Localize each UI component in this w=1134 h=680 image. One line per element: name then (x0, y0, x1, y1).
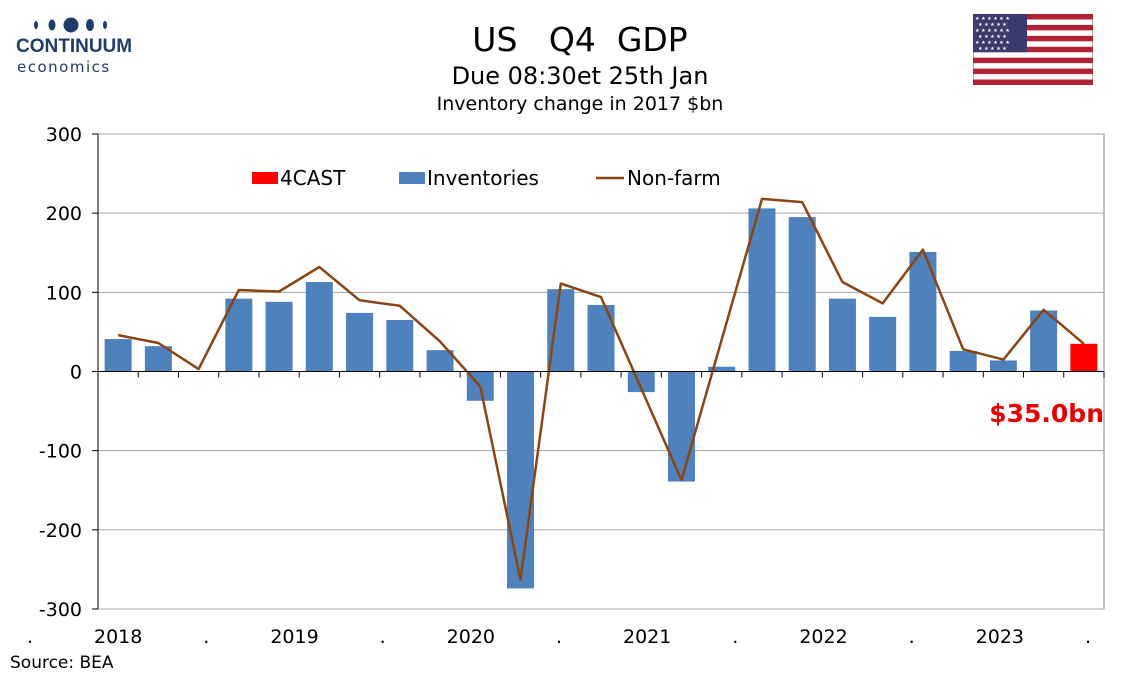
svg-text:★ ★ ★ ★ ★ ★: ★ ★ ★ ★ ★ ★ (975, 40, 1010, 46)
inventory-bar (144, 346, 172, 372)
y-axis: -300 -200 -100 0 100 200 300 (39, 124, 99, 621)
legend-swatch (399, 172, 425, 184)
inventory-bar (104, 339, 132, 372)
x-tick-label: 2020 (447, 626, 495, 648)
x-tick-label: 2018 (94, 626, 142, 648)
inventory-bar (708, 366, 736, 372)
forecast-annotation-group: $35.0bn (989, 399, 1104, 428)
release-time: Due 08:30et 25th Jan (451, 62, 709, 90)
y-tick-label: 100 (46, 282, 82, 304)
legend-swatch (252, 172, 278, 184)
inventory-bar (869, 316, 897, 372)
svg-text:★ ★ ★ ★ ★ ★: ★ ★ ★ ★ ★ ★ (975, 28, 1010, 34)
inventory-bar (346, 312, 374, 372)
inventory-bar (225, 298, 253, 372)
logo-subtitle: economics (17, 58, 111, 76)
inventory-bar (386, 320, 414, 372)
us-flag-icon: ★ ★ ★ ★ ★ ★ ★ ★ ★ ★ ★ ★ ★ ★ ★ ★ ★ ★ ★ ★ … (973, 14, 1093, 85)
continuum-logo: CONTINUUM economics (12, 14, 142, 76)
inventory-bar (828, 298, 856, 372)
inventory-bar (507, 371, 535, 589)
forecast-bar (1070, 343, 1098, 372)
inventory-bar (265, 301, 293, 372)
chart-legend: 4CAST Inventories Non-farm (252, 166, 721, 190)
inventory-bar (949, 350, 977, 372)
x-tick-label: . (732, 626, 738, 648)
svg-text:★ ★ ★ ★ ★: ★ ★ ★ ★ ★ (978, 46, 1007, 52)
x-tick-label: 2021 (623, 626, 671, 648)
inventory-bar (788, 217, 816, 372)
x-tick-label: 2023 (976, 626, 1024, 648)
y-tick-label: 200 (46, 203, 82, 225)
logo-name: CONTINUUM (16, 36, 133, 57)
svg-text:★ ★ ★ ★ ★ ★: ★ ★ ★ ★ ★ ★ (975, 16, 1010, 22)
x-axis: . 2018. 2019. 2020. 2021. 2022. 2023. (27, 371, 1105, 648)
logo-dots-icon (34, 17, 107, 33)
y-tick-label: -300 (39, 599, 82, 621)
forecast-annotation: $35.0bn (989, 399, 1104, 428)
inventory-bar (627, 371, 655, 393)
x-tick-label: . (203, 626, 209, 648)
x-tick-label: 2022 (799, 626, 847, 648)
inventory-bar (587, 305, 615, 372)
inventory-bar (748, 208, 776, 372)
x-tick-label: . (380, 626, 386, 648)
legend-label: Non-farm (627, 166, 721, 190)
svg-text:★ ★ ★ ★ ★: ★ ★ ★ ★ ★ (978, 22, 1007, 28)
y-tick-label: 300 (46, 124, 82, 146)
svg-text:★ ★ ★ ★ ★: ★ ★ ★ ★ ★ (978, 34, 1007, 40)
x-tick-label: . (27, 626, 33, 648)
x-tick-label: . (1085, 626, 1091, 648)
legend-label: 4CAST (280, 166, 346, 190)
y-tick-label: 0 (70, 362, 82, 384)
inventory-bar (989, 360, 1017, 372)
inventory-bar (426, 350, 454, 372)
inventory-bar (305, 282, 333, 372)
x-tick-label: . (909, 626, 915, 648)
legend-label: Inventories (427, 166, 539, 190)
chart-subtitle: Inventory change in 2017 $bn (436, 93, 724, 115)
y-tick-label: -100 (39, 441, 82, 463)
page-title: US Q4 GDP (472, 20, 688, 59)
inventory-bars (104, 208, 1098, 589)
source-note: Source: BEA (10, 653, 114, 673)
x-tick-label: . (556, 626, 562, 648)
nonfarm-series-line (117, 197, 1085, 581)
y-tick-label: -200 (39, 520, 82, 542)
nonfarm-line (117, 197, 1085, 581)
inventory-bar (667, 371, 695, 482)
x-tick-label: 2019 (270, 626, 318, 648)
